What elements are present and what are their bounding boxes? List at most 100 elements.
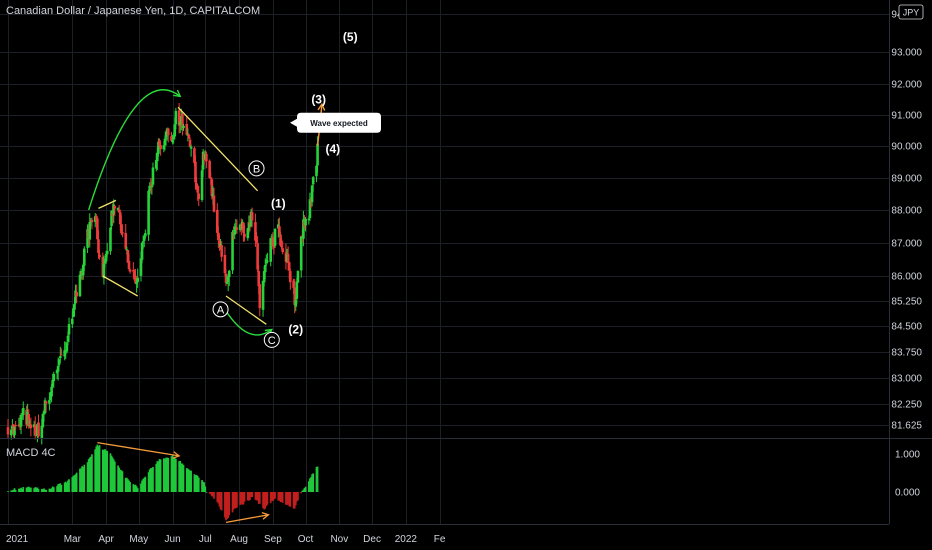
candle[interactable] xyxy=(43,397,47,415)
macd-bar[interactable] xyxy=(288,492,291,507)
macd-bar[interactable] xyxy=(34,487,37,492)
candle[interactable] xyxy=(208,159,211,179)
price-pane[interactable] xyxy=(6,102,319,445)
candle[interactable] xyxy=(29,417,33,437)
macd-bar[interactable] xyxy=(89,456,92,492)
macd-bar[interactable] xyxy=(212,492,214,497)
macd-bar[interactable] xyxy=(289,492,292,507)
macd-bar[interactable] xyxy=(95,446,98,492)
candle[interactable] xyxy=(302,210,305,247)
macd-bar[interactable] xyxy=(80,468,82,492)
macd-bar[interactable] xyxy=(7,491,9,493)
macd-bar[interactable] xyxy=(52,487,55,492)
candle[interactable] xyxy=(308,192,312,221)
macd-bar[interactable] xyxy=(142,479,145,492)
macd-bar[interactable] xyxy=(98,445,101,492)
macd-bar[interactable] xyxy=(141,480,143,492)
macd-bar[interactable] xyxy=(128,480,130,492)
macd-bar[interactable] xyxy=(170,456,173,492)
candle[interactable] xyxy=(37,414,40,438)
candle[interactable] xyxy=(121,224,124,238)
macd-bar[interactable] xyxy=(256,492,259,501)
macd-bar[interactable] xyxy=(293,492,296,509)
macd-bar[interactable] xyxy=(175,458,177,492)
macd-bar[interactable] xyxy=(149,468,152,492)
candle[interactable] xyxy=(98,250,101,260)
macd-bar[interactable] xyxy=(246,492,249,501)
macd-bar[interactable] xyxy=(181,463,184,492)
macd-bar[interactable] xyxy=(201,480,203,492)
candle[interactable] xyxy=(14,421,17,431)
candle[interactable] xyxy=(174,107,178,130)
candle[interactable] xyxy=(280,237,283,250)
macd-bar[interactable] xyxy=(219,492,222,510)
macd-bar[interactable] xyxy=(50,488,53,492)
macd-bar[interactable] xyxy=(19,488,21,492)
candle[interactable] xyxy=(261,280,265,317)
macd-bar[interactable] xyxy=(266,492,269,505)
macd-bar[interactable] xyxy=(185,468,188,492)
macd-bar[interactable] xyxy=(88,457,91,492)
macd-bar[interactable] xyxy=(165,457,167,492)
candle[interactable] xyxy=(105,242,109,258)
candle[interactable] xyxy=(81,263,85,280)
macd-bar[interactable] xyxy=(231,492,234,513)
macd-bar[interactable] xyxy=(179,460,182,492)
macd-bar[interactable] xyxy=(97,446,100,492)
candle[interactable] xyxy=(223,246,227,277)
macd-bar[interactable] xyxy=(64,481,67,492)
macd-bar[interactable] xyxy=(60,484,63,492)
macd-bar[interactable] xyxy=(21,488,24,492)
candle[interactable] xyxy=(65,341,69,354)
macd-bar[interactable] xyxy=(194,475,197,492)
macd-bar[interactable] xyxy=(311,474,313,492)
candle[interactable] xyxy=(188,137,192,148)
candle[interactable] xyxy=(13,426,16,439)
macd-bar[interactable] xyxy=(226,492,228,519)
macd-bar[interactable] xyxy=(121,471,124,492)
macd-bar[interactable] xyxy=(30,487,32,492)
macd-bar[interactable] xyxy=(255,492,258,501)
macd-bar[interactable] xyxy=(151,468,153,492)
candle[interactable] xyxy=(233,223,237,240)
macd-bar[interactable] xyxy=(188,469,190,492)
macd-bar[interactable] xyxy=(132,484,135,492)
macd-bar[interactable] xyxy=(155,463,158,492)
macd-bar[interactable] xyxy=(220,492,223,511)
macd-bar[interactable] xyxy=(36,487,39,492)
macd-bar[interactable] xyxy=(159,459,162,492)
macd-bar[interactable] xyxy=(209,492,212,495)
macd-bar[interactable] xyxy=(189,470,191,492)
macd-bar[interactable] xyxy=(286,492,288,505)
candle[interactable] xyxy=(293,278,296,314)
candle[interactable] xyxy=(44,400,48,413)
macd-bar[interactable] xyxy=(57,484,59,492)
macd-bar[interactable] xyxy=(316,466,319,492)
macd-bar[interactable] xyxy=(270,492,273,501)
macd-bar[interactable] xyxy=(164,458,166,492)
macd-bar[interactable] xyxy=(72,475,75,492)
macd-bar[interactable] xyxy=(296,492,298,502)
macd-bar[interactable] xyxy=(172,457,175,492)
macd-bar[interactable] xyxy=(236,492,238,508)
candle[interactable] xyxy=(181,112,184,136)
macd-bar[interactable] xyxy=(143,477,146,492)
macd-bar[interactable] xyxy=(45,489,47,492)
macd-bar[interactable] xyxy=(140,483,142,492)
macd-bar[interactable] xyxy=(106,450,109,492)
macd-bar[interactable] xyxy=(152,466,154,492)
macd-bar[interactable] xyxy=(144,476,147,492)
candle[interactable] xyxy=(19,412,23,435)
macd-bar[interactable] xyxy=(301,490,304,492)
macd-bar[interactable] xyxy=(307,481,310,492)
candle[interactable] xyxy=(310,184,314,207)
candle[interactable] xyxy=(243,224,246,242)
macd-bar[interactable] xyxy=(101,449,104,492)
macd-bar[interactable] xyxy=(202,481,204,492)
candle[interactable] xyxy=(289,268,292,290)
candle[interactable] xyxy=(269,237,272,267)
candle[interactable] xyxy=(304,216,307,232)
macd-bar[interactable] xyxy=(81,466,83,492)
candle[interactable] xyxy=(200,165,204,202)
macd-bar[interactable] xyxy=(167,457,170,492)
